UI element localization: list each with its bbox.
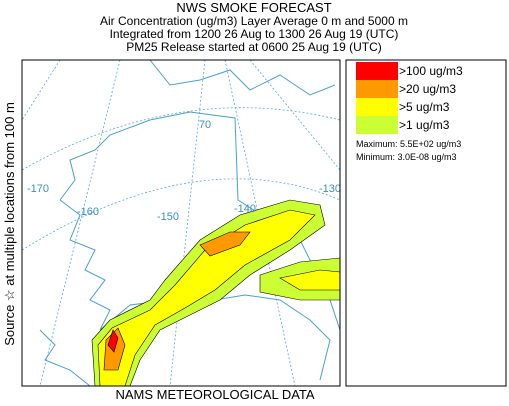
- map-frame: [21, 59, 341, 387]
- legend-swatch: [356, 98, 398, 116]
- legend-frame: [345, 59, 507, 387]
- side-label: Source ☆ at multiple locations from 100 …: [2, 102, 17, 346]
- plume: [199, 231, 251, 257]
- subtitle: Air Concentration (ug/m3) Layer Average …: [100, 14, 408, 28]
- subtitle: Integrated from 1200 26 Aug to 1300 26 A…: [110, 27, 399, 41]
- legend-label: >1 ug/m3: [399, 118, 450, 132]
- map-label: -140: [234, 203, 256, 215]
- minimum: Minimum: 3.0E-08 ug/m3: [356, 152, 457, 162]
- legend-label: >100 ug/m3: [399, 64, 463, 78]
- smoke-plumes: [91, 199, 340, 386]
- maximum: Maximum: 5.5E+02 ug/m3: [356, 139, 461, 149]
- map-label: -170: [27, 183, 49, 195]
- legend: >100 ug/m3 >20 ug/m3 >5 ug/m3 >1 ug/m3: [356, 62, 463, 134]
- footer: NAMS METEOROLOGICAL DATA: [115, 387, 314, 401]
- legend-swatch: [356, 80, 398, 98]
- subtitle: PM25 Release started at 0600 25 Aug 19 (…: [126, 40, 381, 54]
- legend-swatch: [356, 116, 398, 134]
- map-label: -160: [77, 206, 99, 218]
- map-label: 70: [199, 119, 211, 131]
- title: NWS SMOKE FORECAST: [176, 0, 331, 15]
- plume: [107, 329, 119, 353]
- plume: [279, 269, 340, 291]
- map-label: -150: [157, 211, 179, 223]
- legend-label: >20 ug/m3: [399, 82, 456, 96]
- map: -170 -160 -150 -140 -130 70: [21, 59, 341, 387]
- map-label: -130: [319, 183, 341, 195]
- legend-label: >5 ug/m3: [399, 100, 450, 114]
- graticule: [22, 60, 340, 386]
- legend-swatch: [356, 62, 398, 80]
- plume: [97, 209, 316, 386]
